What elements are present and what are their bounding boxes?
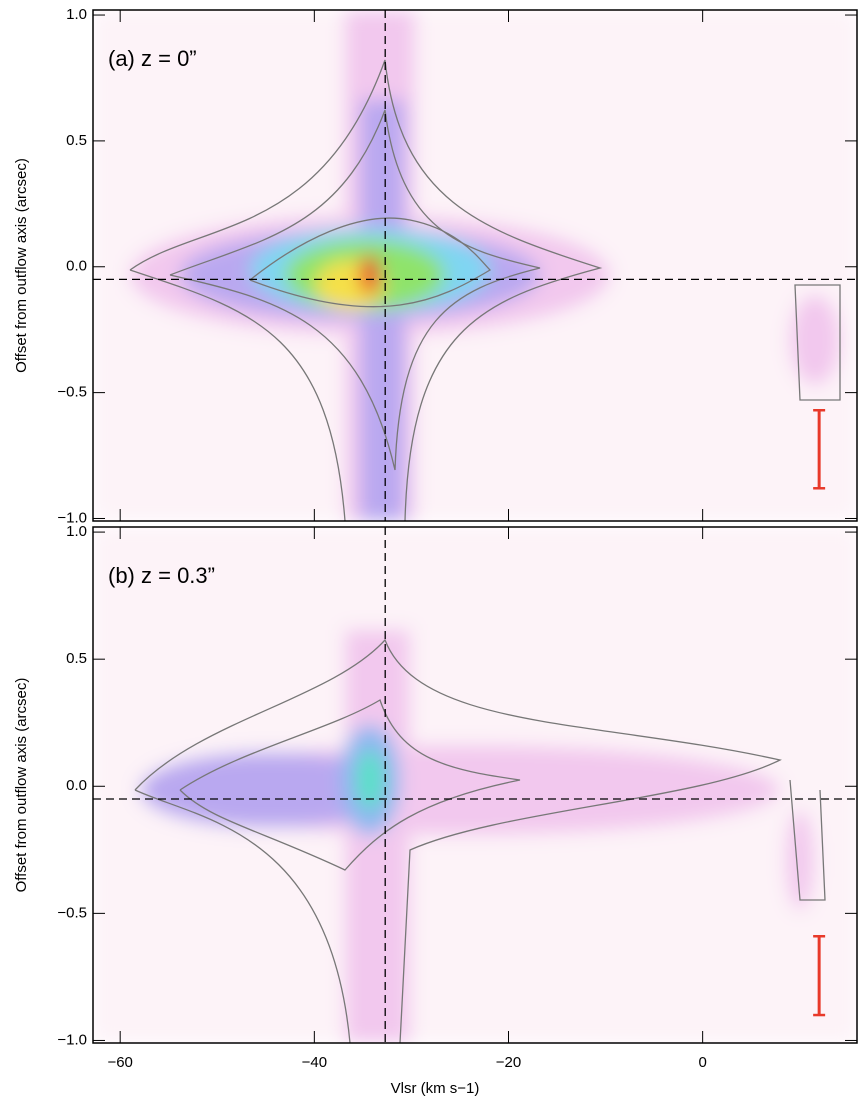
y-tick-label: 0.5 bbox=[66, 132, 87, 149]
y-tick-label: 1.0 bbox=[66, 523, 87, 540]
emission-panel-a bbox=[93, 10, 857, 521]
y-axis-label: Offset from outflow axis (arcsec) bbox=[13, 678, 30, 893]
panel-annotation: (b) z = 0.3” bbox=[108, 563, 215, 588]
y-tick-label: 0.5 bbox=[66, 650, 87, 667]
emission-panel-b bbox=[93, 527, 857, 1043]
y-tick-label: −0.5 bbox=[57, 904, 87, 921]
y-tick-label: 0.0 bbox=[66, 258, 87, 275]
y-axis-label: Offset from outflow axis (arcsec) bbox=[13, 158, 30, 373]
x-tick-label: −20 bbox=[496, 1054, 521, 1071]
y-tick-label: 1.0 bbox=[66, 6, 87, 23]
panel-annotation: (a) z = 0” bbox=[108, 46, 197, 71]
x-axis-label: Vlsr (km s−1) bbox=[391, 1080, 480, 1097]
y-tick-label: 0.0 bbox=[66, 777, 87, 794]
contours bbox=[129, 59, 841, 1044]
plot-frame bbox=[92, 9, 858, 522]
plot-frame bbox=[92, 526, 858, 1044]
y-tick-label: −1.0 bbox=[57, 509, 87, 526]
x-tick-label: −60 bbox=[107, 1054, 132, 1071]
y-tick-label: −0.5 bbox=[57, 384, 87, 401]
x-tick-label: 0 bbox=[698, 1054, 706, 1071]
x-tick-label: −40 bbox=[302, 1054, 327, 1071]
y-tick-label: −1.0 bbox=[57, 1031, 87, 1048]
